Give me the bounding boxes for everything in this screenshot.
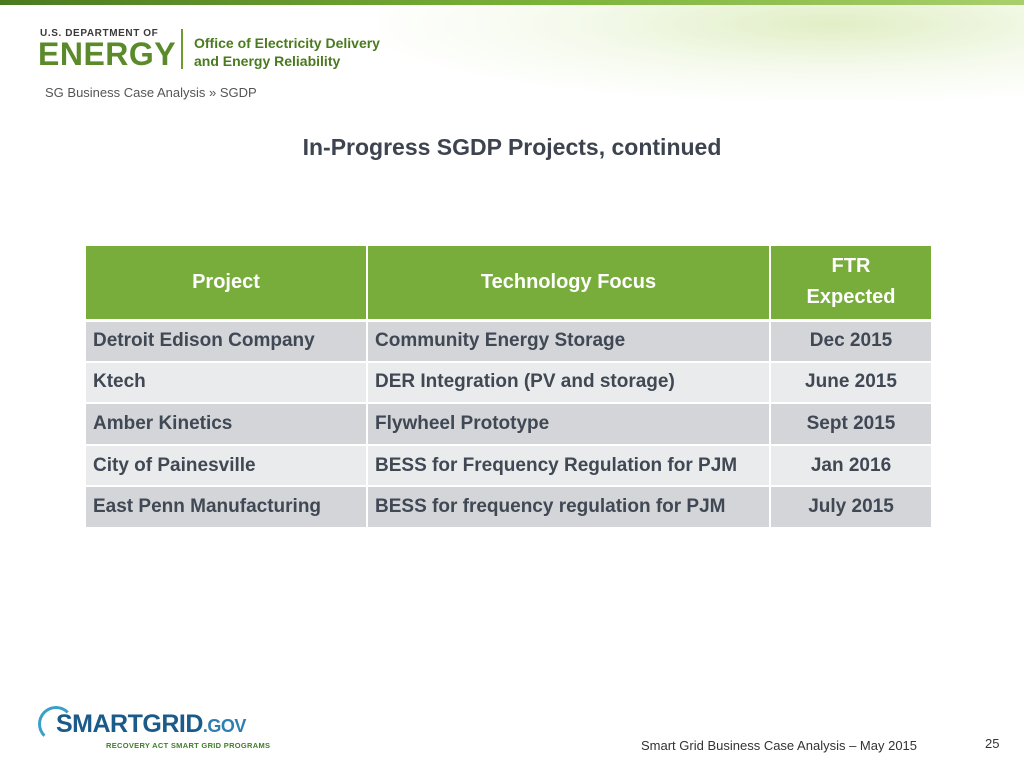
smartgrid-logo-tagline: RECOVERY ACT SMART GRID PROGRAMS <box>106 741 271 750</box>
logo-divider <box>181 29 183 69</box>
smartgrid-logo-wordmark: SMARTGRID.GOV <box>56 710 246 739</box>
office-name-line-1: Office of Electricity Delivery <box>194 35 380 51</box>
technology-cell: Flywheel Prototype <box>367 403 771 446</box>
project-cell: East Penn Manufacturing <box>86 486 368 529</box>
ftr-cell: Dec 2015 <box>770 320 931 363</box>
projects-table: Project Technology Focus FTR Expected De… <box>86 246 931 529</box>
technology-cell: BESS for Frequency Regulation for PJM <box>367 444 771 488</box>
header-background-glow <box>380 5 1024 100</box>
smartgrid-logo-suffix: .GOV <box>202 716 247 736</box>
top-accent-bar <box>0 0 1024 5</box>
page-number: 25 <box>985 736 1000 751</box>
smartgrid-arc-icon <box>38 706 74 742</box>
smartgrid-logo: SMARTGRID.GOV RECOVERY ACT SMART GRID PR… <box>38 704 278 754</box>
column-header-technology: Technology Focus <box>367 246 771 322</box>
ftr-cell: Sept 2015 <box>770 403 931 446</box>
table-header-row: Project Technology Focus FTR Expected <box>86 246 931 322</box>
ftr-cell: Jan 2016 <box>770 444 931 488</box>
project-cell: Amber Kinetics <box>86 403 368 446</box>
office-name-line-2: and Energy Reliability <box>194 53 341 69</box>
doe-logo: U.S. DEPARTMENT OF ENERGY <box>38 28 180 72</box>
ftr-cell: July 2015 <box>770 486 931 529</box>
technology-cell: DER Integration (PV and storage) <box>367 361 771 405</box>
breadcrumb: SG Business Case Analysis » SGDP <box>45 85 257 100</box>
table-row: City of Painesville BESS for Frequency R… <box>86 444 931 488</box>
slide-title: In-Progress SGDP Projects, continued <box>302 134 722 160</box>
table-row: East Penn Manufacturing BESS for frequen… <box>86 486 931 529</box>
project-cell: City of Painesville <box>86 444 368 488</box>
footer-text: Smart Grid Business Case Analysis – May … <box>641 738 918 753</box>
smartgrid-logo-main: SMARTGRID <box>56 710 203 738</box>
table-row: Ktech DER Integration (PV and storage) J… <box>86 361 931 405</box>
column-header-ftr: FTR Expected <box>770 246 931 322</box>
technology-cell: Community Energy Storage <box>367 320 771 363</box>
doe-logo-small-text: U.S. DEPARTMENT OF <box>40 28 159 39</box>
column-header-ftr-line-2: Expected <box>806 286 896 309</box>
doe-logo-wordmark: ENERGY <box>38 36 177 72</box>
ftr-cell: June 2015 <box>770 361 931 405</box>
office-name: Office of Electricity Delivery and Energ… <box>194 34 380 70</box>
project-cell: Detroit Edison Company <box>86 320 368 363</box>
technology-cell: BESS for frequency regulation for PJM <box>367 486 771 529</box>
project-cell: Ktech <box>86 361 368 405</box>
table-row: Amber Kinetics Flywheel Prototype Sept 2… <box>86 403 931 446</box>
table-row: Detroit Edison Company Community Energy … <box>86 320 931 363</box>
column-header-project: Project <box>86 246 368 322</box>
column-header-ftr-line-1: FTR <box>831 255 871 278</box>
